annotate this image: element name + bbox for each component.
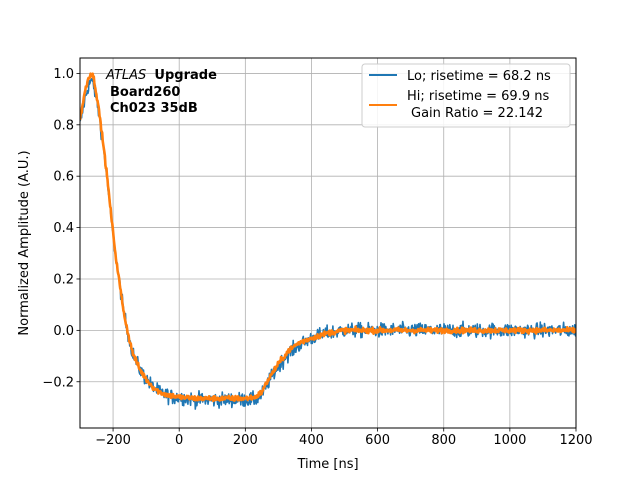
annotation-board: Board260 — [110, 85, 180, 100]
annotation-experiment: ATLAS — [105, 68, 146, 83]
series-hi-line — [80, 72, 576, 403]
plot-frame — [79, 57, 577, 429]
y-tick-label: 1.0 — [53, 67, 74, 82]
x-tick-label: −200 — [95, 433, 131, 448]
legend-label-lo: Lo; risetime = 68.2 ns — [407, 69, 551, 84]
axis-ticks: −200 0 200 400 600 800 1000 1200 −0.2 0.0 0.2 0.4 0.… — [42, 67, 592, 448]
y-tick-label: 0.6 — [53, 170, 74, 185]
y-tick-label: 0.4 — [53, 221, 74, 236]
series-layer — [80, 72, 576, 410]
x-axis-label: Time [ns] — [296, 457, 358, 472]
x-tick-label: 1000 — [493, 433, 526, 448]
legend-label-hi: Hi; risetime = 69.9 ns — [407, 89, 549, 104]
x-tick-label: 200 — [233, 433, 258, 448]
y-tick-label: −0.2 — [42, 375, 74, 390]
annotation-channel: Ch023 35dB — [110, 101, 198, 116]
x-tick-label: 0 — [175, 433, 183, 448]
legend: Lo; risetime = 68.2 ns Hi; risetime = 69… — [361, 63, 571, 128]
y-tick-label: 0.0 — [53, 324, 74, 339]
x-tick-label: 1200 — [559, 433, 592, 448]
x-tick-label: 400 — [299, 433, 324, 448]
y-tick-label: 0.2 — [53, 272, 74, 287]
x-tick-label: 600 — [365, 433, 390, 448]
y-tick-label: 0.8 — [53, 118, 74, 133]
x-tick-label: 800 — [431, 433, 456, 448]
legend-box — [361, 63, 571, 128]
atlas-annotation: ATLAS Upgrade Board260 Ch023 35dB — [105, 68, 217, 116]
legend-label-gain-ratio: Gain Ratio = 22.142 — [411, 106, 543, 121]
series-lo-line — [80, 78, 576, 410]
svg-text:ATLAS Upgrade: ATLAS Upgrade — [105, 68, 217, 83]
annotation-tag: Upgrade — [154, 68, 217, 83]
y-axis-label: Normalized Amplitude (A.U.) — [17, 150, 32, 335]
